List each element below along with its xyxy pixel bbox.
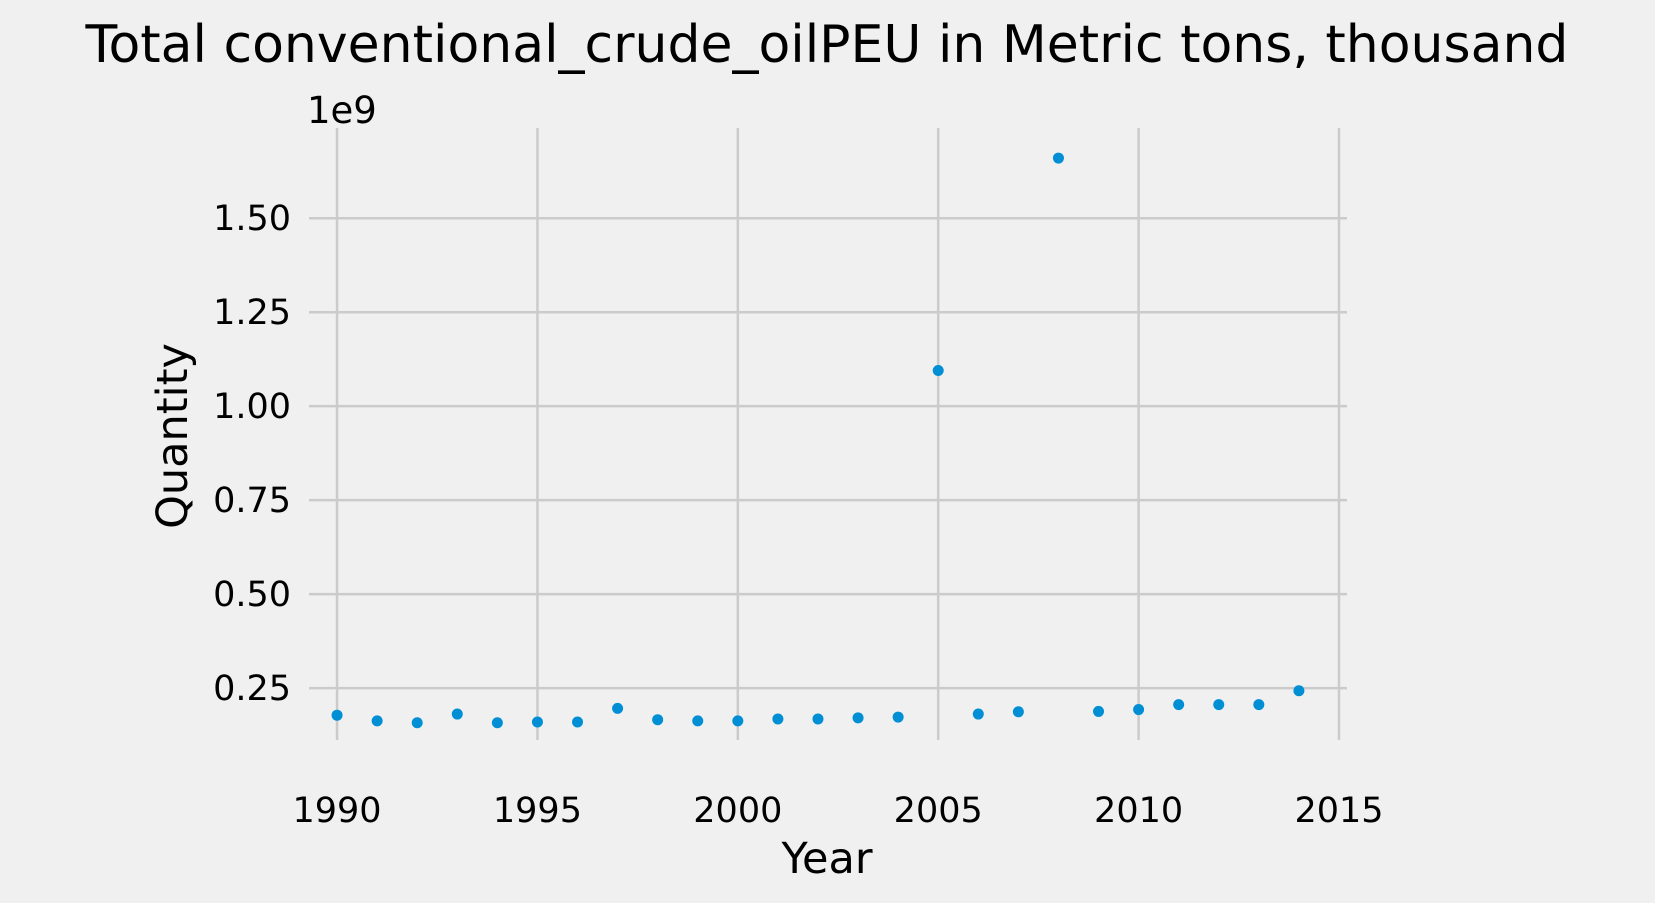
y-offset-label: 1e9 [307,89,377,132]
x-tick-label: 2005 [894,791,983,831]
data-point [1213,699,1225,711]
data-point [772,713,784,725]
y-tick-label: 0.25 [213,669,291,709]
y-axis-label: Quantity [148,343,198,529]
data-point [732,715,744,727]
data-point [1012,706,1024,718]
data-point [1052,152,1064,164]
y-tick-label: 0.75 [213,481,291,521]
y-tick-label: 1.50 [213,199,291,239]
x-tick-label: 2010 [1094,791,1183,831]
data-point [892,711,904,723]
data-point [371,715,383,727]
grid [309,128,1347,740]
data-point [852,712,864,724]
data-point [331,709,343,721]
data-point [812,713,824,725]
data-point [572,716,584,728]
y-tick-label: 1.00 [213,387,291,427]
x-tick-label: 1990 [293,791,382,831]
x-axis-label: Year [780,834,872,884]
data-point [531,716,543,728]
data-point [692,715,704,727]
x-tick-label: 1995 [493,791,582,831]
data-point [1093,705,1105,717]
data-point [451,708,463,720]
data-point [1253,699,1265,711]
data-point [411,717,423,729]
data-point [972,708,984,720]
data-point [612,702,624,714]
chart-title: Total conventional_crude_oilPEU in Metri… [85,15,1569,75]
data-point [652,714,664,726]
tick-labels: 1990 1995 2000 2005 2010 2015 0.25 0.50 0.75 1.00… [213,199,1383,831]
data-point [932,364,944,376]
data-points [331,152,1305,729]
data-point [491,717,503,729]
y-tick-label: 0.50 [213,575,291,615]
data-point [1173,699,1185,711]
x-tick-label: 2015 [1294,791,1383,831]
data-point [1133,704,1145,716]
data-point [1293,685,1305,697]
y-tick-label: 1.25 [213,293,291,333]
x-tick-label: 2000 [693,791,782,831]
